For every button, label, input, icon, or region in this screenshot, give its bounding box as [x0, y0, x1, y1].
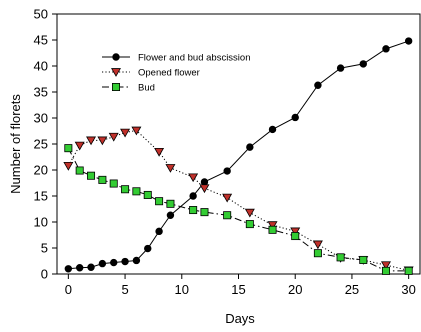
data-point	[132, 187, 141, 196]
legend-marker	[112, 83, 121, 92]
data-point	[200, 208, 209, 217]
legend-label: Opened flower	[138, 68, 200, 79]
y-tick-label: 5	[41, 241, 48, 256]
data-point	[291, 232, 300, 241]
data-point	[380, 261, 391, 271]
data-point	[268, 225, 277, 234]
y-axis-title: Number of florets	[8, 94, 23, 194]
data-point	[63, 161, 74, 171]
data-point	[74, 141, 85, 151]
data-point	[86, 136, 97, 146]
x-tick-label: 10	[175, 282, 189, 297]
data-point	[97, 136, 108, 146]
data-point	[121, 185, 130, 194]
legend-label: Flower and bud abscission	[138, 53, 250, 64]
data-point	[223, 167, 231, 175]
data-point	[314, 81, 322, 89]
series-layer	[63, 37, 414, 276]
data-point	[143, 190, 152, 199]
y-axis-ticks: 0 5 10 15 20 25 30 35 40 45 50	[34, 7, 57, 282]
data-point	[200, 178, 209, 186]
data-point	[267, 221, 278, 231]
x-tick-label: 15	[231, 282, 245, 297]
data-point	[98, 259, 107, 268]
data-point	[382, 45, 390, 53]
legend-label: Bud	[138, 83, 155, 94]
x-axis-ticks: 0 5 10 15 20 25 30	[65, 274, 416, 297]
y-tick-label: 50	[34, 7, 48, 22]
data-point	[404, 37, 413, 45]
x-tick-label: 20	[288, 282, 302, 297]
data-point	[165, 164, 176, 173]
y-tick-label: 0	[41, 267, 48, 282]
y-tick-label: 20	[34, 163, 48, 178]
legend-item: Opened flower	[102, 68, 200, 79]
data-point	[222, 193, 233, 203]
series-1	[64, 37, 413, 273]
x-tick-label: 25	[345, 282, 359, 297]
y-tick-label: 35	[34, 85, 48, 100]
x-tick-label: 0	[65, 282, 72, 297]
data-point	[75, 264, 84, 272]
y-tick-label: 40	[34, 59, 48, 74]
data-point	[336, 64, 345, 72]
data-point	[189, 206, 198, 215]
data-point	[87, 263, 95, 271]
legend-item: Flower and bud abscission	[102, 53, 250, 64]
data-point	[246, 143, 254, 151]
y-tick-label: 15	[34, 189, 48, 204]
data-point	[120, 128, 131, 138]
data-point	[245, 220, 254, 229]
data-point	[381, 266, 390, 275]
data-point	[64, 265, 73, 273]
y-tick-label: 25	[34, 137, 48, 152]
data-point	[108, 132, 119, 142]
data-point	[64, 144, 73, 153]
data-point	[131, 126, 142, 136]
y-tick-label: 45	[34, 33, 48, 48]
data-point	[166, 199, 175, 208]
data-point	[268, 125, 277, 134]
series-line	[67, 129, 409, 271]
data-point	[291, 113, 299, 122]
data-point	[404, 266, 413, 275]
data-point	[144, 244, 152, 253]
data-point	[313, 249, 322, 258]
data-point	[155, 227, 163, 236]
data-point	[166, 211, 175, 219]
data-point	[155, 197, 164, 206]
legend-marker	[112, 53, 120, 61]
series-3	[64, 144, 413, 275]
data-point	[359, 60, 367, 68]
data-point	[359, 255, 368, 264]
data-point	[244, 208, 255, 218]
x-tick-label: 5	[121, 282, 128, 297]
legend-marker	[111, 68, 121, 77]
data-point	[98, 175, 107, 184]
series-2	[63, 126, 414, 276]
data-point	[336, 253, 345, 262]
data-point	[189, 192, 197, 200]
data-point	[109, 179, 118, 188]
data-point	[87, 171, 96, 180]
data-point	[121, 257, 129, 266]
series-line	[67, 147, 409, 272]
data-point	[290, 227, 301, 237]
x-axis-title: Days	[225, 311, 255, 326]
y-tick-label: 10	[34, 215, 48, 230]
y-tick-label: 30	[34, 111, 48, 126]
data-point	[223, 211, 232, 220]
legend-item: Bud	[102, 83, 155, 94]
data-point	[312, 240, 323, 250]
data-point	[188, 173, 199, 183]
data-point	[75, 166, 84, 175]
data-point	[154, 147, 165, 157]
data-point	[199, 184, 210, 194]
data-point	[132, 256, 141, 265]
series-line	[68, 40, 409, 270]
legend: Flower and bud abscission Opened flower Bu…	[102, 53, 250, 94]
x-tick-label: 30	[401, 282, 415, 297]
data-point	[110, 258, 118, 267]
